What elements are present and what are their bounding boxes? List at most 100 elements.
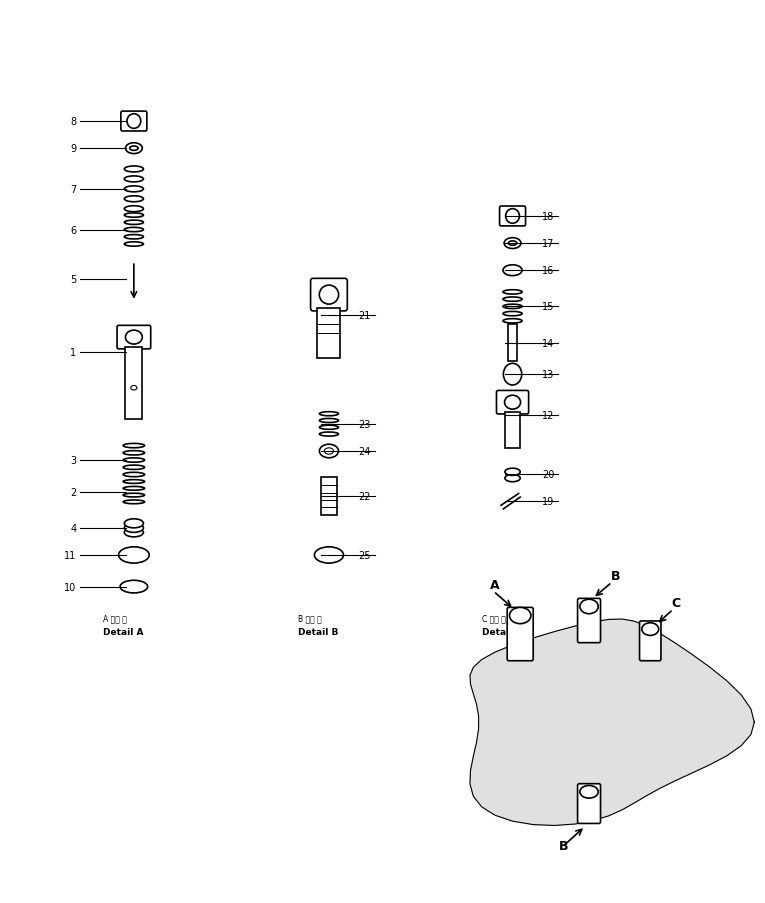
Text: 2: 2: [70, 487, 76, 498]
Ellipse shape: [123, 480, 145, 484]
Ellipse shape: [503, 291, 522, 294]
Ellipse shape: [505, 396, 520, 410]
Ellipse shape: [131, 386, 137, 390]
Ellipse shape: [123, 466, 145, 470]
Text: 14: 14: [542, 338, 555, 349]
Ellipse shape: [123, 452, 145, 455]
Ellipse shape: [580, 786, 598, 798]
Ellipse shape: [124, 214, 144, 218]
Ellipse shape: [642, 623, 659, 636]
FancyBboxPatch shape: [121, 112, 147, 132]
Ellipse shape: [124, 243, 144, 247]
Ellipse shape: [324, 448, 334, 454]
Ellipse shape: [124, 187, 144, 192]
Ellipse shape: [505, 469, 520, 476]
Ellipse shape: [123, 459, 145, 462]
Text: B 拡大 図: B 拡大 図: [298, 614, 322, 623]
Ellipse shape: [123, 473, 145, 477]
Text: A 拡大 図: A 拡大 図: [103, 614, 127, 623]
Text: A: A: [490, 579, 500, 591]
Polygon shape: [470, 619, 754, 825]
Ellipse shape: [124, 167, 144, 172]
Ellipse shape: [120, 581, 148, 593]
Text: 15: 15: [542, 302, 555, 312]
Ellipse shape: [320, 444, 338, 458]
Ellipse shape: [503, 298, 522, 302]
Text: 25: 25: [359, 550, 371, 561]
Ellipse shape: [129, 147, 138, 151]
Text: 10: 10: [64, 582, 76, 592]
Ellipse shape: [580, 600, 598, 614]
Ellipse shape: [123, 500, 145, 504]
Text: 12: 12: [542, 410, 555, 421]
Text: 9: 9: [70, 144, 76, 154]
FancyBboxPatch shape: [578, 599, 601, 643]
FancyBboxPatch shape: [507, 608, 533, 661]
Bar: [321, 478, 337, 516]
Ellipse shape: [503, 305, 522, 309]
FancyBboxPatch shape: [117, 326, 151, 349]
Text: 20: 20: [542, 469, 555, 479]
Ellipse shape: [125, 330, 142, 345]
Ellipse shape: [124, 524, 144, 533]
Text: 18: 18: [542, 211, 555, 222]
Ellipse shape: [123, 487, 145, 490]
Ellipse shape: [124, 228, 144, 232]
Ellipse shape: [503, 265, 522, 276]
Ellipse shape: [127, 115, 141, 129]
Ellipse shape: [124, 236, 144, 239]
Text: 3: 3: [70, 455, 76, 466]
Ellipse shape: [504, 238, 521, 249]
Bar: [505, 413, 520, 449]
Ellipse shape: [124, 528, 144, 537]
Text: 5: 5: [70, 275, 76, 285]
Ellipse shape: [124, 177, 144, 182]
Circle shape: [503, 364, 522, 386]
Ellipse shape: [123, 444, 145, 448]
FancyBboxPatch shape: [578, 784, 601, 824]
Ellipse shape: [505, 475, 520, 482]
Ellipse shape: [320, 412, 338, 416]
Text: B: B: [610, 570, 620, 582]
FancyBboxPatch shape: [311, 279, 347, 312]
Text: 6: 6: [70, 225, 76, 236]
Bar: [508, 325, 517, 361]
Text: 24: 24: [359, 446, 371, 457]
FancyBboxPatch shape: [496, 391, 529, 414]
Text: C 拡大 図: C 拡大 図: [482, 614, 506, 623]
Text: C: C: [672, 597, 681, 610]
Text: Detail C: Detail C: [482, 628, 522, 637]
Ellipse shape: [320, 425, 338, 430]
Text: 11: 11: [64, 550, 76, 561]
Text: 17: 17: [542, 238, 555, 249]
Ellipse shape: [320, 433, 338, 436]
FancyBboxPatch shape: [640, 621, 661, 661]
Text: 23: 23: [359, 419, 371, 430]
Ellipse shape: [503, 320, 522, 323]
Ellipse shape: [503, 312, 522, 316]
Text: 1: 1: [70, 347, 76, 358]
Ellipse shape: [124, 197, 144, 202]
Ellipse shape: [124, 221, 144, 225]
Ellipse shape: [506, 209, 519, 224]
Ellipse shape: [124, 207, 144, 212]
Text: 7: 7: [70, 184, 76, 195]
Bar: [125, 348, 142, 420]
Ellipse shape: [119, 547, 149, 563]
Ellipse shape: [509, 242, 517, 246]
Text: 13: 13: [542, 369, 555, 380]
Ellipse shape: [314, 547, 343, 563]
Ellipse shape: [319, 285, 339, 304]
Ellipse shape: [320, 419, 338, 423]
Text: 21: 21: [359, 311, 371, 321]
Ellipse shape: [125, 144, 142, 154]
Text: 22: 22: [359, 491, 371, 502]
Text: B: B: [558, 839, 568, 852]
Text: Detail A: Detail A: [103, 628, 144, 637]
Text: Detail B: Detail B: [298, 628, 339, 637]
Ellipse shape: [123, 494, 145, 498]
Text: 16: 16: [542, 265, 555, 276]
Text: 19: 19: [542, 496, 555, 507]
FancyBboxPatch shape: [500, 207, 526, 227]
Ellipse shape: [124, 519, 144, 528]
